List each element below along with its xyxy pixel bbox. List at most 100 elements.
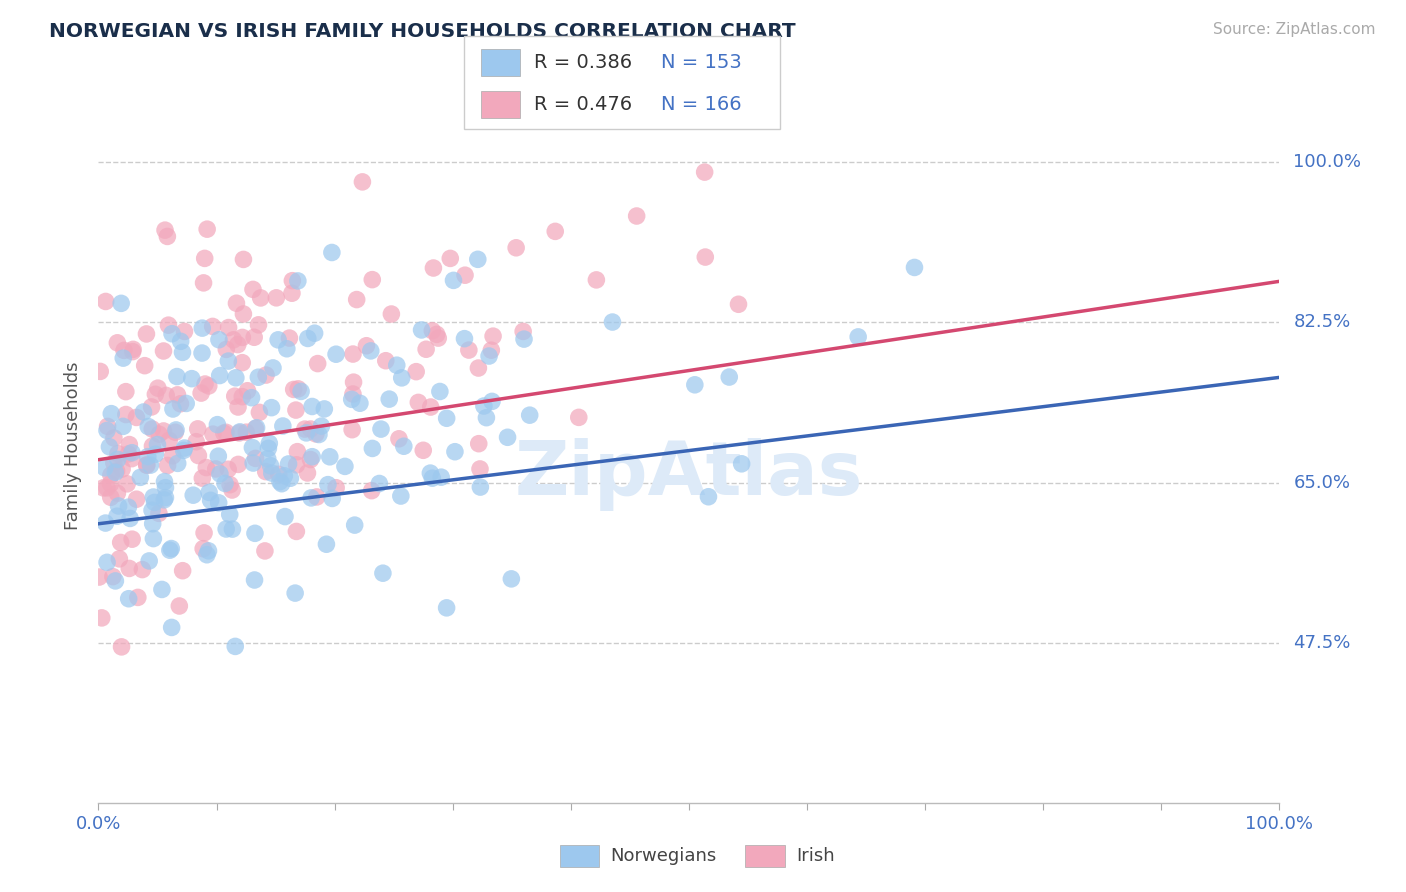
Point — [360, 343, 382, 358]
Point — [415, 343, 437, 357]
Point — [231, 356, 253, 370]
Point — [482, 329, 505, 343]
Point — [94, 294, 117, 309]
Point — [105, 509, 128, 524]
Point — [160, 541, 183, 556]
Point — [501, 572, 523, 586]
Point — [315, 537, 337, 551]
Point — [100, 407, 122, 421]
Point — [90, 611, 112, 625]
Point — [166, 456, 188, 470]
Point — [141, 439, 163, 453]
Point — [103, 456, 125, 470]
Point — [121, 344, 143, 359]
Point — [240, 391, 263, 405]
Point — [243, 330, 266, 344]
Point — [173, 325, 195, 339]
Point — [118, 561, 141, 575]
Point — [194, 377, 217, 392]
Point — [267, 333, 290, 347]
Point — [160, 326, 183, 341]
Point — [165, 425, 187, 440]
Point — [496, 430, 519, 444]
Point — [361, 442, 384, 456]
Point — [135, 458, 157, 473]
Text: Source: ZipAtlas.com: Source: ZipAtlas.com — [1212, 22, 1375, 37]
Text: R = 0.476: R = 0.476 — [534, 95, 633, 114]
Point — [249, 291, 271, 305]
Point — [370, 422, 392, 436]
Point — [153, 475, 176, 489]
Point — [260, 401, 283, 415]
Point — [718, 370, 741, 384]
Point — [388, 432, 411, 446]
Point — [285, 458, 308, 472]
Point — [100, 468, 122, 483]
Point — [141, 503, 163, 517]
Point — [112, 351, 135, 365]
Point — [374, 353, 396, 368]
Point — [191, 346, 214, 360]
Point — [110, 640, 132, 654]
Point — [224, 389, 246, 403]
Point — [221, 522, 243, 536]
Point — [156, 458, 179, 473]
Text: 47.5%: 47.5% — [1294, 633, 1351, 652]
Point — [285, 524, 308, 539]
Point — [146, 437, 169, 451]
Point — [112, 419, 135, 434]
Point — [195, 460, 218, 475]
Point — [134, 359, 156, 373]
Point — [439, 252, 461, 266]
Point — [436, 600, 458, 615]
Point — [174, 396, 197, 410]
Point — [200, 493, 222, 508]
Point — [159, 543, 181, 558]
Text: N = 153: N = 153 — [661, 53, 741, 72]
Point — [427, 331, 450, 345]
Point — [321, 245, 343, 260]
Point — [316, 477, 339, 491]
Point — [242, 441, 264, 455]
Text: 82.5%: 82.5% — [1294, 313, 1351, 332]
Point — [107, 499, 129, 513]
Text: 65.0%: 65.0% — [1294, 474, 1350, 491]
Point — [242, 456, 264, 470]
Point — [191, 471, 214, 485]
Point — [120, 511, 142, 525]
Point — [693, 165, 716, 179]
Point — [385, 358, 408, 372]
Point — [453, 332, 475, 346]
Point — [270, 476, 292, 491]
Point — [214, 476, 236, 491]
Point — [142, 490, 165, 504]
Point — [117, 500, 139, 515]
Point — [136, 419, 159, 434]
Point — [281, 286, 304, 301]
Point — [143, 495, 166, 509]
Point — [136, 450, 159, 464]
Point — [470, 480, 492, 494]
Point — [89, 570, 111, 584]
Point — [105, 335, 128, 350]
Point — [135, 458, 157, 472]
Point — [129, 470, 152, 484]
Point — [467, 252, 489, 267]
Point — [271, 419, 294, 434]
Point — [104, 574, 127, 588]
Point — [389, 489, 412, 503]
Point — [513, 332, 536, 346]
Point — [118, 591, 141, 606]
Point — [360, 483, 382, 498]
Point — [297, 331, 319, 345]
Point — [262, 360, 284, 375]
Point — [191, 541, 214, 556]
Point — [512, 325, 534, 339]
Point — [101, 569, 124, 583]
Point — [143, 387, 166, 401]
Point — [186, 434, 208, 449]
Point — [308, 427, 330, 442]
Point — [105, 486, 128, 500]
Point — [727, 297, 749, 311]
Point — [207, 417, 229, 432]
